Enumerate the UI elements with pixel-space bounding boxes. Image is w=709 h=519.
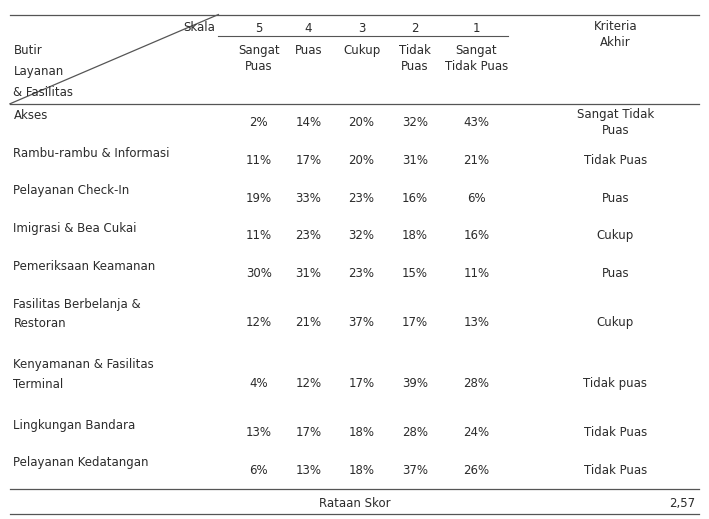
Text: 16%: 16%	[464, 229, 489, 242]
Text: Sangat
Tidak Puas: Sangat Tidak Puas	[445, 44, 508, 73]
Text: 21%: 21%	[464, 154, 489, 167]
Text: 1: 1	[473, 22, 480, 35]
Text: 26%: 26%	[464, 463, 489, 476]
Text: Butir: Butir	[13, 44, 43, 57]
Text: 13%: 13%	[464, 316, 489, 329]
Text: 4: 4	[305, 22, 312, 35]
Text: Sangat Tidak
Puas: Sangat Tidak Puas	[577, 108, 654, 137]
Text: 23%: 23%	[349, 267, 374, 280]
Text: Tidak
Puas: Tidak Puas	[399, 44, 430, 73]
Text: Puas: Puas	[602, 192, 629, 204]
Text: Sangat
Puas: Sangat Puas	[238, 44, 279, 73]
Text: 6%: 6%	[467, 192, 486, 204]
Text: 2%: 2%	[250, 116, 268, 129]
Text: 11%: 11%	[464, 267, 489, 280]
Text: Rataan Skor: Rataan Skor	[318, 497, 391, 510]
Text: 43%: 43%	[464, 116, 489, 129]
Text: Fasilitas Berbelanja &: Fasilitas Berbelanja &	[13, 298, 141, 311]
Text: 31%: 31%	[296, 267, 321, 280]
Text: 5: 5	[255, 22, 262, 35]
Text: 16%: 16%	[402, 192, 428, 204]
Text: 33%: 33%	[296, 192, 321, 204]
Text: Pelayanan Kedatangan: Pelayanan Kedatangan	[13, 456, 149, 469]
Text: 2,57: 2,57	[669, 497, 696, 510]
Text: 32%: 32%	[349, 229, 374, 242]
Text: 2: 2	[411, 22, 418, 35]
Text: Tidak puas: Tidak puas	[584, 377, 647, 390]
Text: Cukup: Cukup	[597, 316, 634, 329]
Text: Kenyamanan & Fasilitas: Kenyamanan & Fasilitas	[13, 358, 155, 371]
Text: 39%: 39%	[402, 377, 428, 390]
Text: Cukup: Cukup	[597, 229, 634, 242]
Text: 4%: 4%	[250, 377, 268, 390]
Text: 14%: 14%	[296, 116, 321, 129]
Text: Tidak Puas: Tidak Puas	[584, 426, 647, 439]
Text: Skala: Skala	[183, 21, 215, 34]
Text: 19%: 19%	[246, 192, 272, 204]
Text: 30%: 30%	[246, 267, 272, 280]
Text: Rambu-rambu & Informasi: Rambu-rambu & Informasi	[13, 147, 170, 160]
Text: 20%: 20%	[349, 154, 374, 167]
Text: Restoran: Restoran	[13, 318, 66, 331]
Text: & Fasilitas: & Fasilitas	[13, 86, 74, 99]
Text: 28%: 28%	[402, 426, 428, 439]
Text: 23%: 23%	[349, 192, 374, 204]
Text: 18%: 18%	[349, 463, 374, 476]
Text: Puas: Puas	[295, 44, 322, 57]
Text: 12%: 12%	[296, 377, 321, 390]
Text: 21%: 21%	[296, 316, 321, 329]
Text: 31%: 31%	[402, 154, 428, 167]
Text: Pemeriksaan Keamanan: Pemeriksaan Keamanan	[13, 260, 156, 273]
Text: 17%: 17%	[296, 426, 321, 439]
Text: 15%: 15%	[402, 267, 428, 280]
Text: Layanan: Layanan	[13, 65, 64, 78]
Text: Lingkungan Bandara: Lingkungan Bandara	[13, 419, 135, 432]
Text: 11%: 11%	[246, 229, 272, 242]
Text: Tidak Puas: Tidak Puas	[584, 463, 647, 476]
Text: 18%: 18%	[402, 229, 428, 242]
Text: 12%: 12%	[246, 316, 272, 329]
Text: 13%: 13%	[296, 463, 321, 476]
Text: 18%: 18%	[349, 426, 374, 439]
Text: Tidak Puas: Tidak Puas	[584, 154, 647, 167]
Text: 37%: 37%	[402, 463, 428, 476]
Text: Cukup: Cukup	[343, 44, 380, 57]
Text: 3: 3	[358, 22, 365, 35]
Text: 13%: 13%	[246, 426, 272, 439]
Text: Kriteria
Akhir: Kriteria Akhir	[593, 20, 637, 49]
Text: Pelayanan Check-In: Pelayanan Check-In	[13, 184, 130, 198]
Text: 24%: 24%	[464, 426, 489, 439]
Text: 17%: 17%	[349, 377, 374, 390]
Text: 23%: 23%	[296, 229, 321, 242]
Text: Imigrasi & Bea Cukai: Imigrasi & Bea Cukai	[13, 222, 137, 235]
Text: 20%: 20%	[349, 116, 374, 129]
Text: 37%: 37%	[349, 316, 374, 329]
Text: 17%: 17%	[402, 316, 428, 329]
Text: 17%: 17%	[296, 154, 321, 167]
Text: 6%: 6%	[250, 463, 268, 476]
Text: 28%: 28%	[464, 377, 489, 390]
Text: Akses: Akses	[13, 109, 48, 122]
Text: 32%: 32%	[402, 116, 428, 129]
Text: Puas: Puas	[602, 267, 629, 280]
Text: 11%: 11%	[246, 154, 272, 167]
Text: Terminal: Terminal	[13, 378, 64, 391]
